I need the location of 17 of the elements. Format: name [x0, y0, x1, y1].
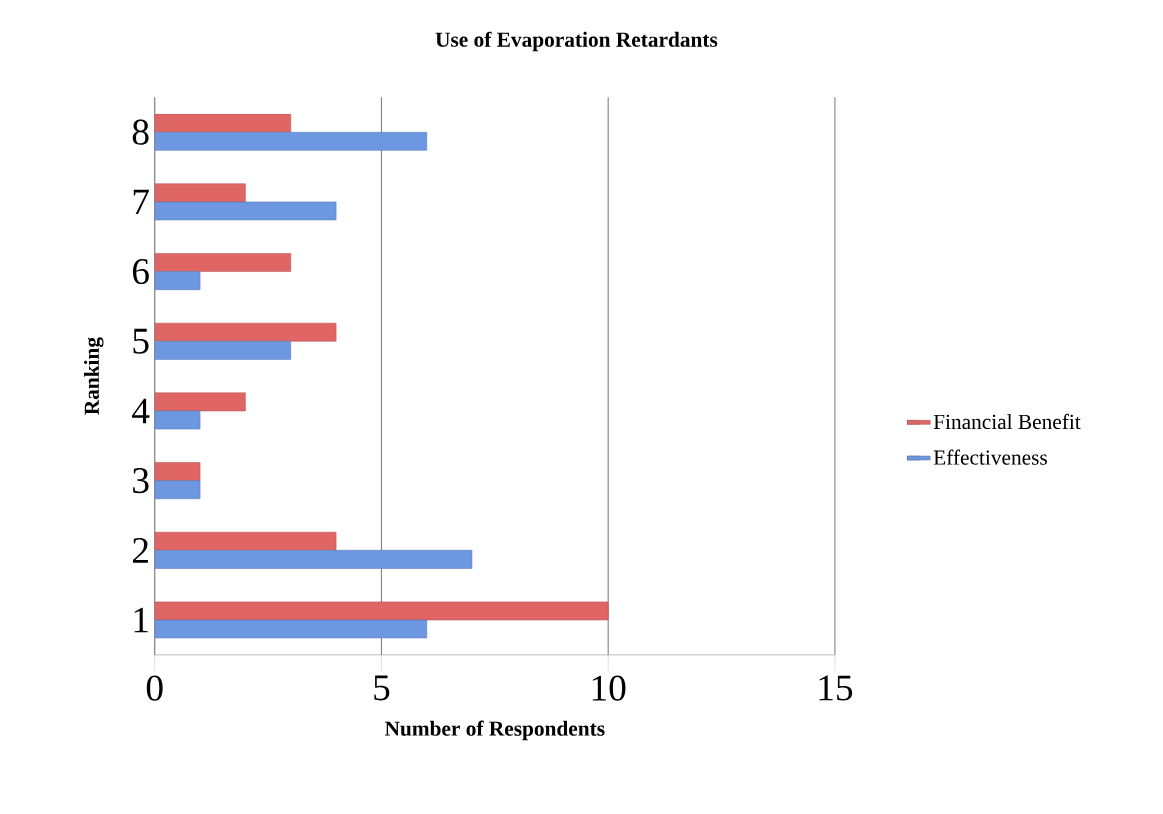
y-tick-label: 6 [132, 259, 149, 285]
y-tick-label: 3 [133, 468, 149, 494]
y-tick-label: 4 [132, 398, 150, 424]
y-tick-label: 7 [133, 189, 149, 215]
legend-label: Effectiveness [933, 449, 1047, 466]
x-tick-label: 0 [146, 675, 163, 701]
x-tick-label: 15 [819, 675, 853, 701]
chart-title: Use of Evaporation Retardants [435, 31, 718, 52]
x-axis-title: Number of Respondents [384, 720, 605, 741]
y-tick-label: 5 [133, 329, 149, 354]
y-tick-label: 2 [132, 538, 148, 563]
y-tick-label: 8 [132, 119, 149, 146]
x-tick-label: 10 [592, 675, 626, 701]
legend-label: Financial Benefit [933, 414, 1081, 430]
y-tick-label: 1 [134, 607, 148, 633]
x-tick-label: 5 [374, 675, 390, 701]
y-axis-title: Ranking [83, 337, 104, 416]
